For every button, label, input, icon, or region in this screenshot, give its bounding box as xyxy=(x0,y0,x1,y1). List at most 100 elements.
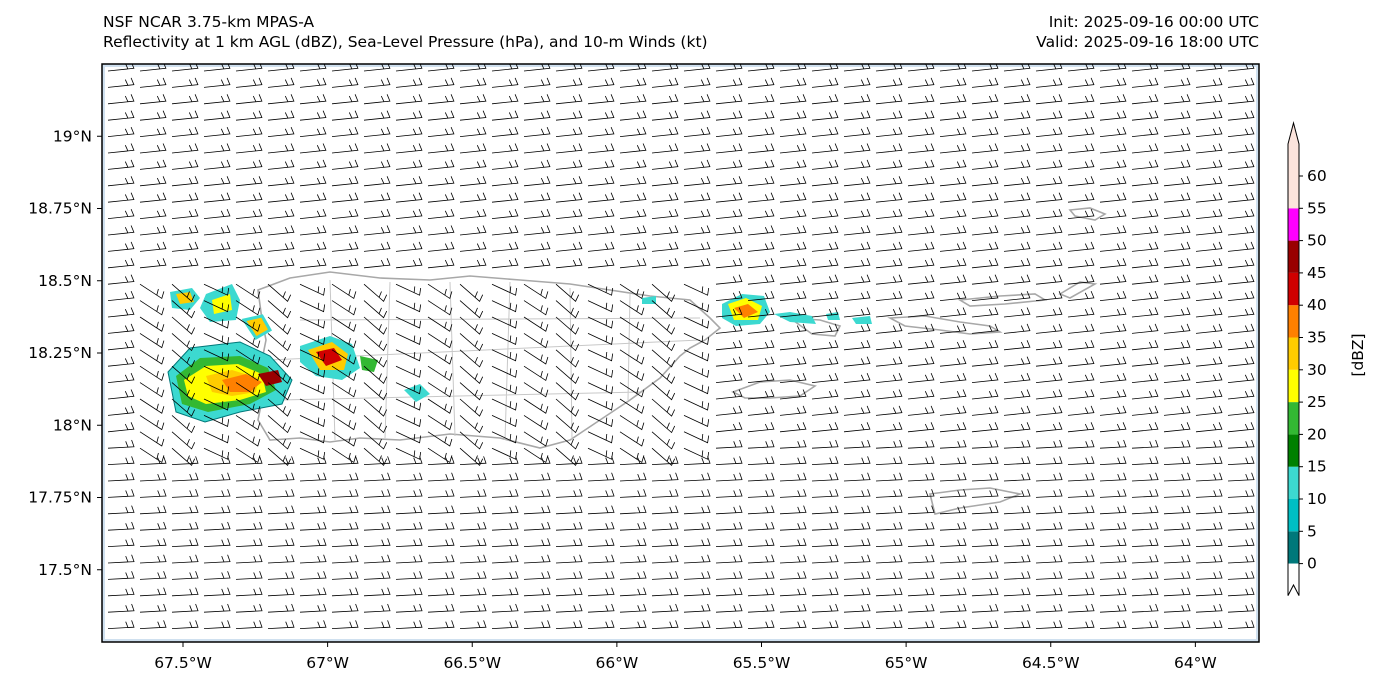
wind-barb xyxy=(331,316,357,332)
wind-barb xyxy=(203,208,231,219)
wind-barb xyxy=(747,571,775,580)
wind-barb xyxy=(139,620,167,629)
wind-barb xyxy=(1163,192,1191,203)
wind-barb xyxy=(651,472,679,482)
wind-barb xyxy=(1163,587,1191,597)
reflectivity-cell-west-main[interactable] xyxy=(167,341,293,423)
lon-tick-label: 66°W xyxy=(595,654,638,672)
wind-barb xyxy=(235,241,263,252)
wind-barb xyxy=(331,208,359,219)
wind-barb xyxy=(811,422,839,433)
wind-barb xyxy=(715,587,743,597)
wind-barb xyxy=(1195,505,1223,515)
wind-barb xyxy=(267,431,292,450)
wind-barb xyxy=(747,603,775,613)
longitude-axis: 67.5°W 67°W 66.5°W 66°W 65.5°W 65°W 64.5°W 64°W xyxy=(154,642,1217,672)
wind-barb xyxy=(267,241,295,252)
wind-barb xyxy=(619,456,647,465)
wind-barb xyxy=(747,274,775,285)
colorbar-tick-label: 45 xyxy=(1307,264,1327,282)
wind-barb xyxy=(491,333,518,345)
wind-barb xyxy=(619,126,647,137)
wind-barb xyxy=(459,225,487,236)
wind-barb xyxy=(203,192,231,203)
wind-barb xyxy=(651,126,679,137)
wind-barb xyxy=(459,159,487,170)
wind-barb xyxy=(395,489,423,498)
wind-barb xyxy=(1067,538,1095,547)
wind-barb xyxy=(651,431,676,450)
wind-barb xyxy=(171,300,196,319)
wind-barb xyxy=(683,192,711,203)
wind-barb xyxy=(331,126,359,137)
wind-barb xyxy=(811,538,839,547)
wind-barb xyxy=(299,447,326,460)
reflectivity-cell-east[interactable] xyxy=(722,294,872,326)
wind-barb xyxy=(907,159,935,170)
wind-barb xyxy=(203,447,230,460)
reflectivity-cell-central-west[interactable] xyxy=(300,336,378,380)
wind-barb xyxy=(299,349,326,362)
wind-barb xyxy=(139,489,167,498)
wind-barb xyxy=(1099,489,1127,498)
wind-barb xyxy=(523,554,551,564)
wind-barb xyxy=(1035,258,1063,269)
wind-barb xyxy=(1035,241,1063,252)
wind-barb xyxy=(139,225,167,236)
wind-barb xyxy=(1035,620,1063,629)
wind-barb xyxy=(555,333,580,352)
colorbar-extend-top xyxy=(1288,123,1299,144)
wind-barb xyxy=(1067,372,1095,383)
reflectivity-cells xyxy=(167,284,872,423)
reflectivity-cell-west-north[interactable] xyxy=(170,284,240,322)
wind-barb xyxy=(683,521,711,531)
wind-barb xyxy=(811,439,839,449)
wind-barb xyxy=(747,489,775,498)
model-title: NSF NCAR 3.75-km MPAS-A xyxy=(103,13,315,31)
wind-barb xyxy=(1195,241,1223,252)
wind-barb xyxy=(427,415,453,431)
wind-barb xyxy=(779,143,807,154)
wind-barb xyxy=(267,349,292,368)
wind-barb xyxy=(1195,274,1223,285)
reflectivity-cell-inland[interactable] xyxy=(241,296,656,402)
wind-barb xyxy=(1003,258,1031,269)
wind-barb xyxy=(107,521,135,531)
wind-barb xyxy=(875,340,903,351)
wind-barb xyxy=(1131,307,1159,318)
wind-barb xyxy=(843,489,871,498)
wind-barb xyxy=(1099,110,1127,121)
wind-barb xyxy=(683,208,711,219)
wind-barb xyxy=(491,398,518,411)
wind-barb xyxy=(1003,290,1031,301)
wind-barb xyxy=(843,126,871,137)
wind-barb xyxy=(715,143,743,154)
wind-barb xyxy=(1131,489,1159,498)
wind-barb xyxy=(1227,356,1255,367)
wind-barb xyxy=(1227,554,1255,564)
wind-barb xyxy=(715,571,743,580)
wind-barb xyxy=(747,587,775,597)
wind-barb xyxy=(1163,143,1191,154)
wind-barb xyxy=(299,110,327,121)
wind-barb xyxy=(747,456,775,465)
wind-barb xyxy=(1035,489,1063,498)
wind-barb xyxy=(971,323,999,334)
wind-barb xyxy=(1163,489,1191,498)
wind-barb xyxy=(171,489,199,498)
wind-barb xyxy=(555,398,580,417)
wind-barb xyxy=(1163,176,1191,187)
wind-barb xyxy=(235,456,263,465)
wind-barb xyxy=(203,431,230,444)
map-plot-area[interactable] xyxy=(102,64,1259,642)
wind-barb xyxy=(107,372,135,383)
wind-barb xyxy=(1195,126,1223,137)
wind-barb xyxy=(811,208,839,219)
wind-barb xyxy=(651,300,676,319)
wind-barb xyxy=(747,290,775,301)
wind-barb xyxy=(427,225,455,236)
wind-barb xyxy=(523,415,549,431)
wind-barb xyxy=(555,241,583,252)
wind-barb xyxy=(971,176,999,187)
wind-barb xyxy=(171,382,196,401)
